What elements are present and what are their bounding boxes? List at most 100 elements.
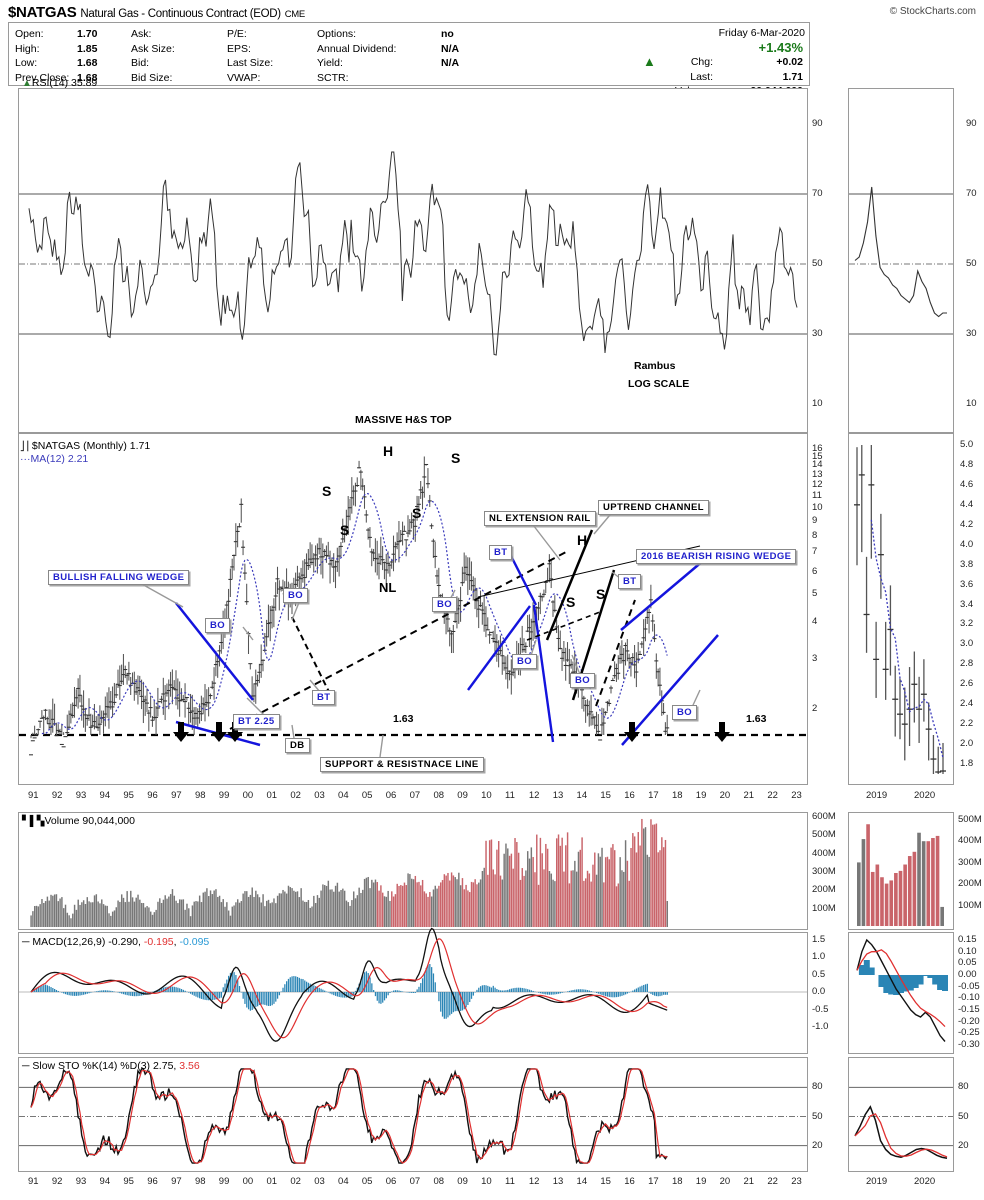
volume-legend: ▘▌▚Volume 90,044,000 <box>22 815 135 827</box>
macd-panel[interactable] <box>18 932 808 1054</box>
macd-ytick-0.5: 0.5 <box>812 968 826 980</box>
price-zoom-ytick-3.4: 3.4 <box>960 598 974 610</box>
quote-label: VWAP: <box>227 71 261 84</box>
macd-zoom-panel[interactable] <box>848 932 954 1054</box>
stoch-zoom-ytick-50: 50 <box>958 1110 969 1122</box>
quote-value: N/A <box>441 57 460 69</box>
rsi-panel[interactable] <box>18 88 808 433</box>
quote-value: 1.68 <box>77 71 98 84</box>
neckline-label: NL <box>379 580 397 595</box>
stoch-ytick-20: 20 <box>812 1139 823 1151</box>
price-panel[interactable] <box>18 433 808 785</box>
x-tick-zoom-stoch-2019: 2019 <box>866 1176 888 1187</box>
price-ma-legend: ···MA(12) 2.21 <box>20 453 88 465</box>
price-ytick-13: 13 <box>812 468 823 480</box>
volume-panel[interactable] <box>18 812 808 930</box>
volume-zoom-ytick-500M: 500M <box>958 814 982 825</box>
price-zoom-panel[interactable] <box>848 433 954 785</box>
quote-label: SCTR: <box>317 71 349 84</box>
volume-ytick-500M: 500M <box>812 829 836 841</box>
ma-legend-label: MA(12) 2.21 <box>30 453 89 465</box>
x-tick-main-21: 21 <box>743 790 755 801</box>
rsi-ytick-70: 70 <box>812 188 823 199</box>
x-tick-bottom-11: 11 <box>505 1176 515 1187</box>
x-tick-main-09: 09 <box>457 790 468 801</box>
callout-nl-extension-rail: NL EXTENSION RAIL <box>484 511 596 526</box>
support-value-left: 1.63 <box>393 713 414 725</box>
author-watermark: Rambus <box>634 360 676 372</box>
x-tick-bottom-14: 14 <box>576 1176 588 1187</box>
x-tick-main-95: 95 <box>123 790 134 801</box>
stochastics-zoom-panel[interactable] <box>848 1057 954 1172</box>
x-tick-bottom-93: 93 <box>75 1176 87 1187</box>
volume-ytick-600M: 600M <box>812 811 836 822</box>
hs-letter-s-0: S <box>322 483 332 499</box>
x-tick-main-15: 15 <box>600 790 611 801</box>
stockcharts-credit: © StockCharts.com <box>889 6 976 17</box>
macd-zoom-ytick-0.10: 0.10 <box>958 945 977 957</box>
x-tick-main-05: 05 <box>361 790 373 801</box>
price-zoom-ytick-4.4: 4.4 <box>960 498 974 510</box>
x-tick-main-11: 11 <box>505 790 515 801</box>
rsi-zoom-ytick-70: 70 <box>966 188 977 199</box>
price-zoom-ytick-3.0: 3.0 <box>960 638 974 650</box>
line-icon: ─ <box>22 1060 30 1072</box>
volume-ytick-100M: 100M <box>812 902 836 914</box>
x-tick-bottom-92: 92 <box>51 1176 63 1187</box>
x-tick-main-01: 01 <box>266 790 278 801</box>
x-tick-bottom-16: 16 <box>624 1176 635 1187</box>
callout-bo: BO <box>512 654 538 669</box>
security-name: Natural Gas - Continuous Contract (EOD) <box>80 8 281 20</box>
exchange-label: CME <box>284 9 306 20</box>
price-ytick-4: 4 <box>812 616 818 628</box>
percent-change: +1.43% <box>758 39 803 55</box>
x-tick-bottom-06: 06 <box>385 1176 397 1187</box>
hs-letter-s-6: S <box>566 594 576 610</box>
quote-value: 1.68 <box>77 57 98 69</box>
x-tick-main-96: 96 <box>147 790 158 801</box>
x-tick-main-18: 18 <box>671 790 683 801</box>
rsi-zoom-ytick-50: 50 <box>966 258 977 269</box>
x-tick-main-10: 10 <box>481 790 492 801</box>
stochastics-legend: ─ Slow STO %K(14) %D(3) 2.75, 3.56 <box>22 1060 200 1072</box>
price-ytick-6: 6 <box>812 565 818 577</box>
callout-bo: BO <box>672 705 698 720</box>
x-tick-main-20: 20 <box>719 790 731 801</box>
callout-2016-bearish-rising-wedge: 2016 BEARISH RISING WEDGE <box>636 549 797 564</box>
volume-zoom-panel[interactable] <box>848 812 954 930</box>
price-ytick-14: 14 <box>812 459 823 471</box>
stoch-ytick-80: 80 <box>812 1081 823 1093</box>
rsi-ytick-90: 90 <box>812 118 823 129</box>
quote-box: Open: 1.70 High: 1.85 Low: 1.68 Prev Close:… <box>8 22 810 97</box>
quote-column-1: Open: 1.70 High: 1.85 Low: 1.68 Prev Close:… <box>15 27 97 85</box>
hs-letter-s-4: S <box>451 450 461 466</box>
x-tick-bottom-22: 22 <box>767 1176 778 1187</box>
x-tick-main-02: 02 <box>290 790 301 801</box>
line-icon: ─ <box>22 936 30 948</box>
price-legend: ⎦⎥ $NATGAS (Monthly) 1.71 <box>20 440 150 452</box>
callout-bo: BO <box>205 618 231 633</box>
macd-hist-value: -0.095 <box>179 936 210 948</box>
macd-zoom-ytick-0.05: 0.05 <box>958 957 977 969</box>
x-tick-bottom-94: 94 <box>99 1176 111 1187</box>
price-legend-label: $NATGAS (Monthly) 1.71 <box>31 440 151 452</box>
quote-label: P/E: <box>227 28 247 40</box>
macd-ytick--0.5: -0.5 <box>812 1003 829 1015</box>
macd-zoom-ytick--0.20: -0.20 <box>958 1015 980 1027</box>
x-tick-main-92: 92 <box>51 790 63 801</box>
stochastics-panel[interactable] <box>18 1057 808 1172</box>
x-tick-zoom-price-2019: 2019 <box>866 790 888 801</box>
x-tick-bottom-00: 00 <box>242 1176 254 1187</box>
rsi-ytick-30: 30 <box>812 328 823 339</box>
x-tick-main-03: 03 <box>314 790 325 801</box>
x-tick-main-06: 06 <box>385 790 397 801</box>
price-ytick-3: 3 <box>812 652 818 664</box>
rsi-zoom-panel[interactable] <box>848 88 954 433</box>
volume-zoom-ytick-400M: 400M <box>958 835 982 847</box>
price-ytick-8: 8 <box>812 529 818 541</box>
quote-value: N/A <box>441 42 460 55</box>
x-tick-bottom-12: 12 <box>528 1176 540 1187</box>
macd-ytick-1.0: 1.0 <box>812 951 826 962</box>
hs-letter-s-7: S <box>596 586 606 602</box>
quote-value: 1.70 <box>77 28 98 40</box>
